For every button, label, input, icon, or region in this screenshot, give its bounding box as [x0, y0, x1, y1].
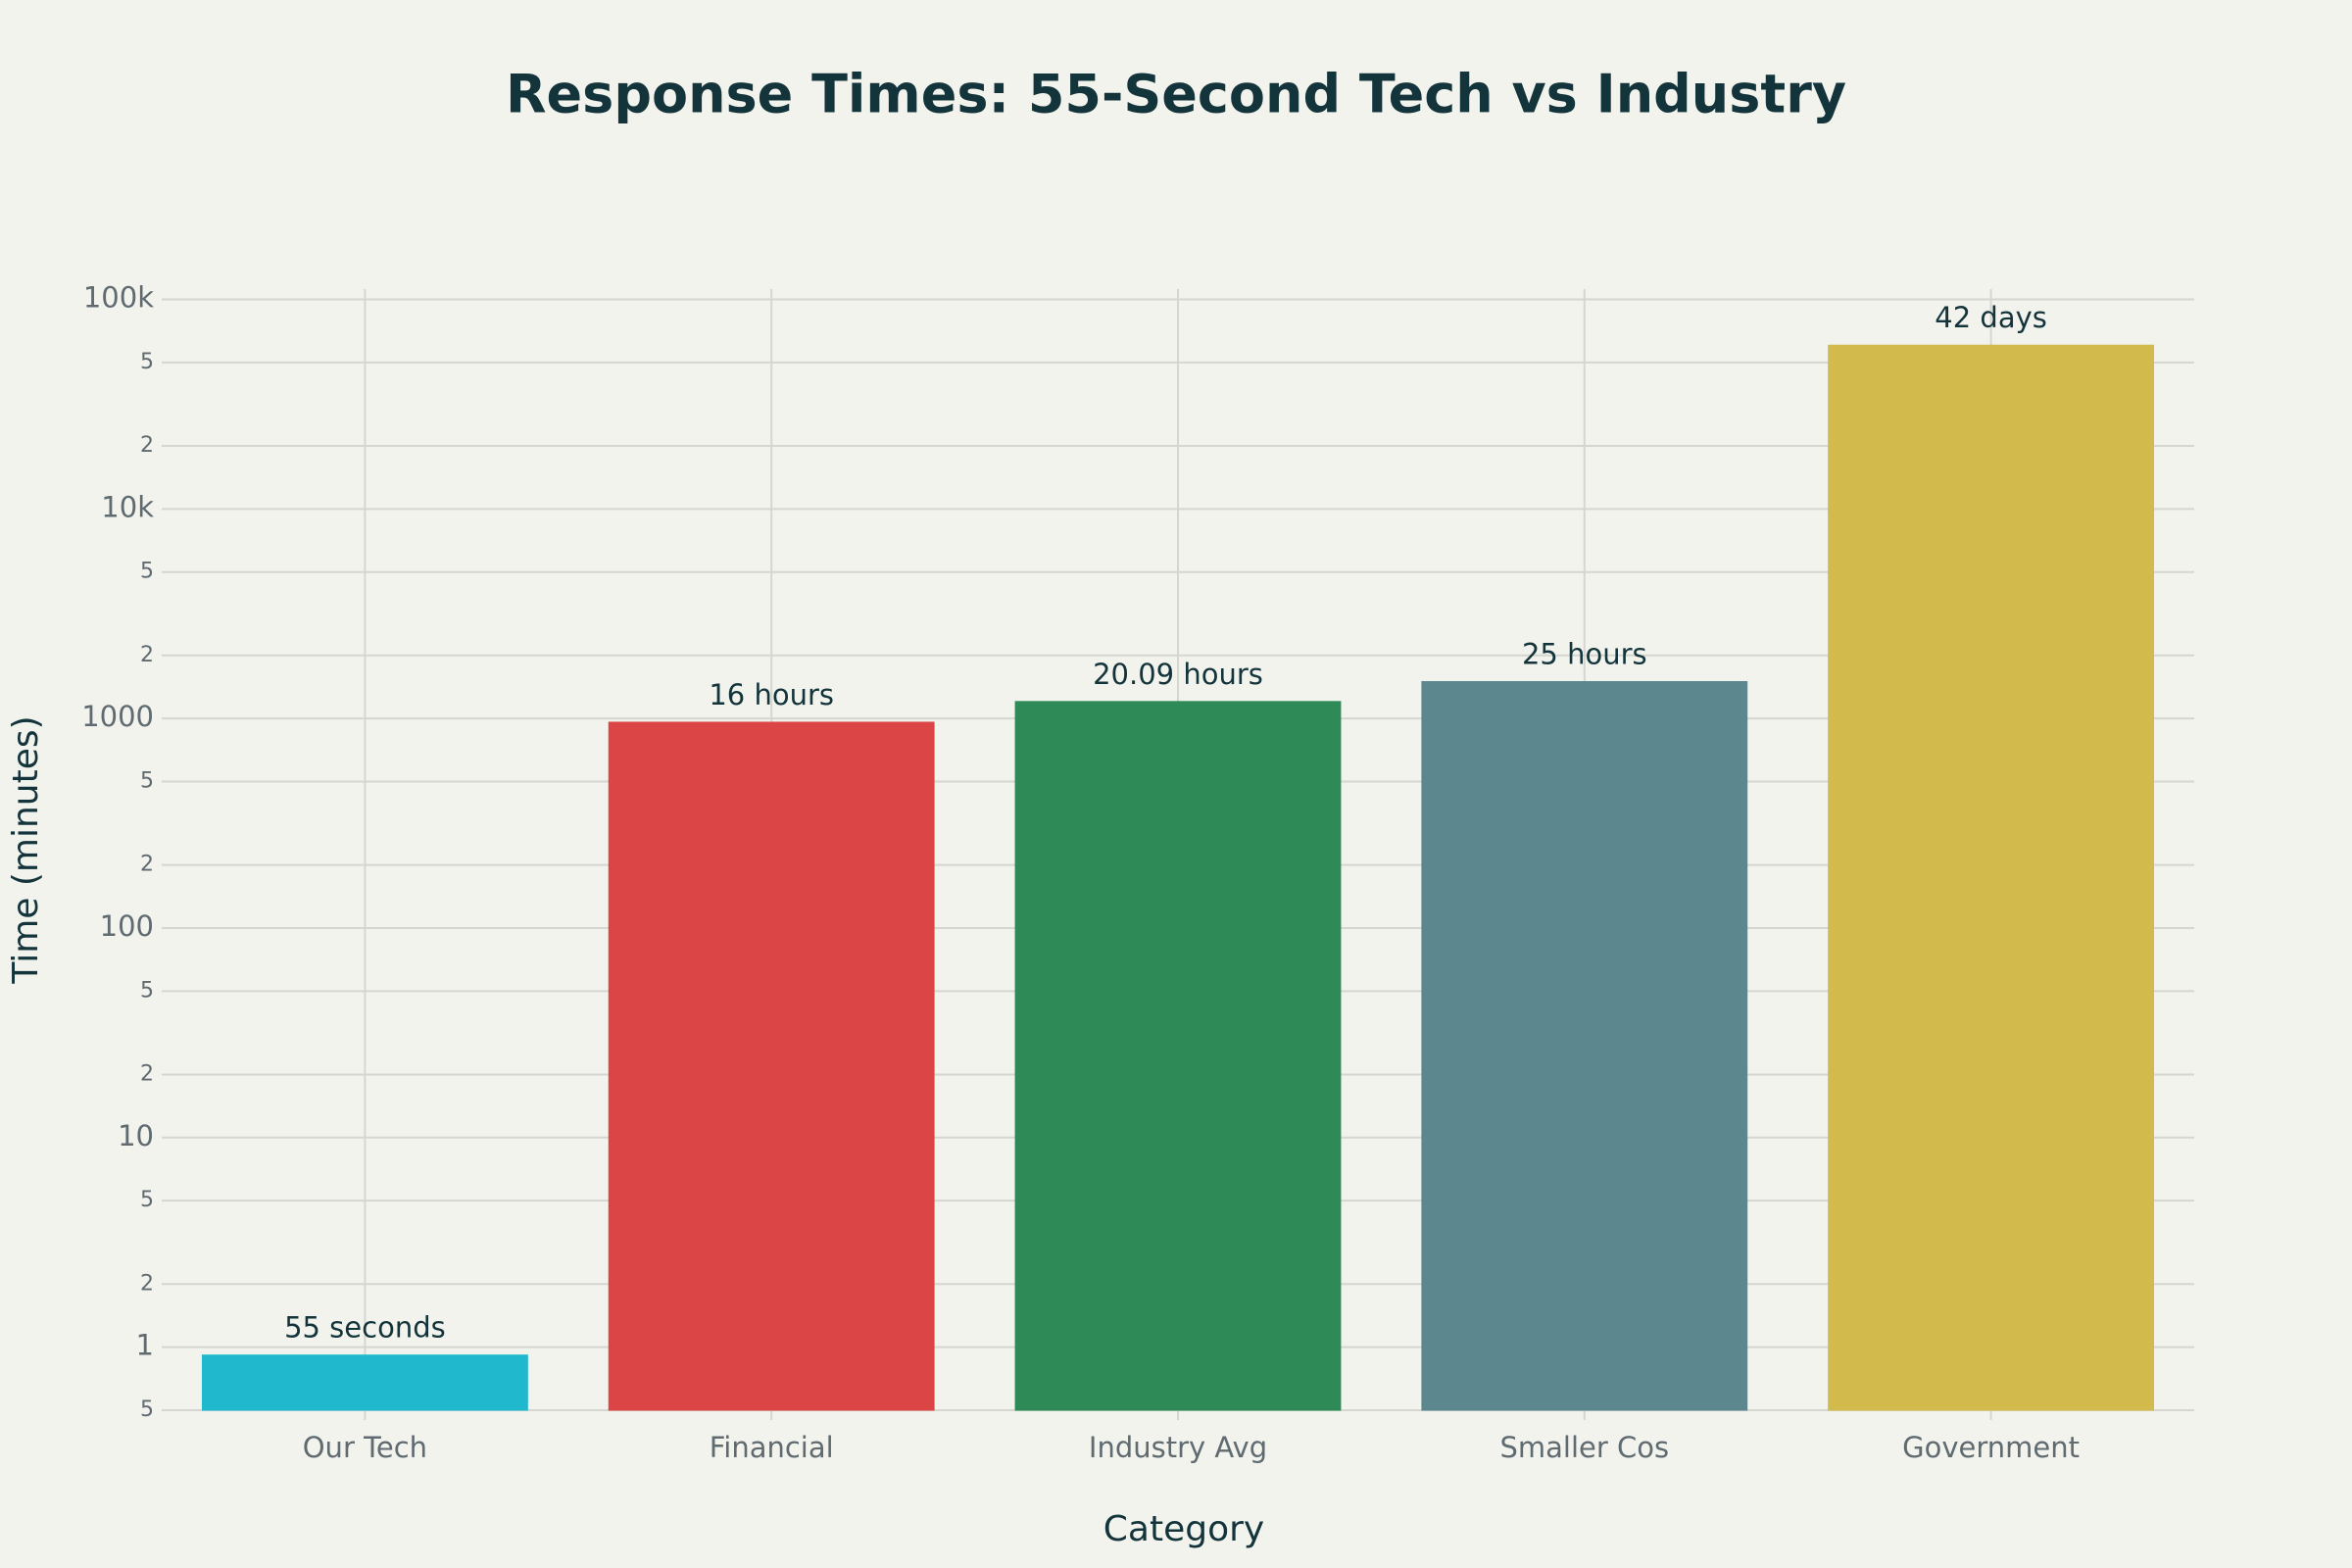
y-tick-label: 2	[140, 853, 154, 877]
y-tick-label: 5	[140, 350, 154, 374]
y-tick-label: 5	[140, 1397, 154, 1422]
y-tick-label: 100k	[83, 281, 154, 315]
y-tick-label: 1000	[81, 700, 154, 733]
chart-title: Response Times: 55-Second Tech vs Indust…	[506, 64, 1846, 125]
y-tick-label: 100	[100, 909, 154, 943]
y-tick-label: 2	[140, 433, 154, 458]
x-tick-label: Smaller Cos	[1499, 1431, 1669, 1464]
y-tick-label: 5	[140, 978, 154, 1003]
y-tick-label: 5	[140, 560, 154, 584]
x-tick-label: Our Tech	[303, 1431, 427, 1464]
y-tick-label: 2	[140, 1271, 154, 1296]
value-label: 16 hours	[709, 678, 834, 711]
bar	[1828, 344, 2155, 1411]
bar	[201, 1354, 528, 1411]
y-tick-label: 10k	[101, 490, 154, 523]
x-tick-label: Government	[1902, 1431, 2080, 1464]
bar	[1421, 681, 1748, 1411]
y-tick-label: 5	[140, 769, 154, 794]
y-tick-label: 5	[140, 1188, 154, 1212]
y-tick-label: 10	[118, 1119, 154, 1152]
y-tick-label: 1	[136, 1329, 154, 1362]
x-tick-label: Financial	[710, 1431, 834, 1464]
x-tick-label: Industry Avg	[1089, 1431, 1267, 1464]
y-tick-label: 2	[140, 1061, 154, 1086]
bar	[1014, 701, 1342, 1411]
y-axis-title: Time (minutes)	[6, 715, 46, 984]
y-tick-label: 2	[140, 643, 154, 667]
x-axis-title: Category	[1103, 1509, 1264, 1549]
bar	[608, 721, 935, 1411]
value-label: 25 hours	[1522, 638, 1647, 671]
value-label: 42 days	[1935, 301, 2047, 334]
value-label: 20.09 hours	[1093, 658, 1263, 691]
value-label: 55 seconds	[284, 1311, 446, 1345]
